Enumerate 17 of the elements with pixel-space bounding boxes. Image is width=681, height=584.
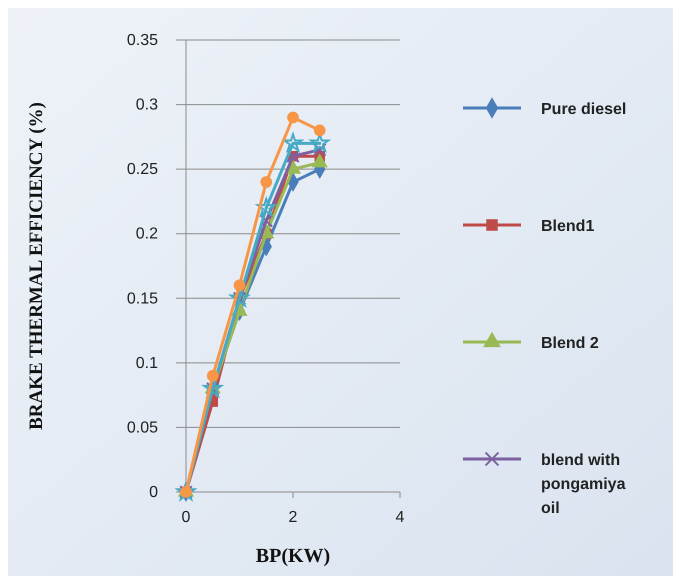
y-tick-label: 0.2 — [136, 226, 158, 243]
legend-label: Pure diesel — [541, 101, 626, 118]
x-axis-title: BP(KW) — [256, 545, 330, 567]
x-tick-label: 2 — [288, 509, 298, 526]
x-tick-label: 4 — [396, 509, 405, 526]
legend-label: Blend1 — [541, 218, 594, 235]
y-tick-label: 0.3 — [136, 96, 158, 114]
y-tick-label: 0.05 — [126, 419, 158, 436]
x-tick-label: 0 — [182, 509, 191, 526]
y-tick-label: 0.35 — [126, 32, 158, 49]
y-axis-title: BRAKE THERMAL EFFICIENCY (%) — [26, 102, 47, 430]
legend-label: Blend 2 — [541, 335, 599, 352]
y-tick-label: 0.15 — [126, 290, 158, 308]
y-tick-label: 0.1 — [136, 354, 158, 372]
legend-label: blend with pongamiya oil — [541, 452, 626, 517]
y-tick-label: 0.25 — [126, 161, 158, 178]
y-tick-label: 0 — [149, 484, 158, 501]
